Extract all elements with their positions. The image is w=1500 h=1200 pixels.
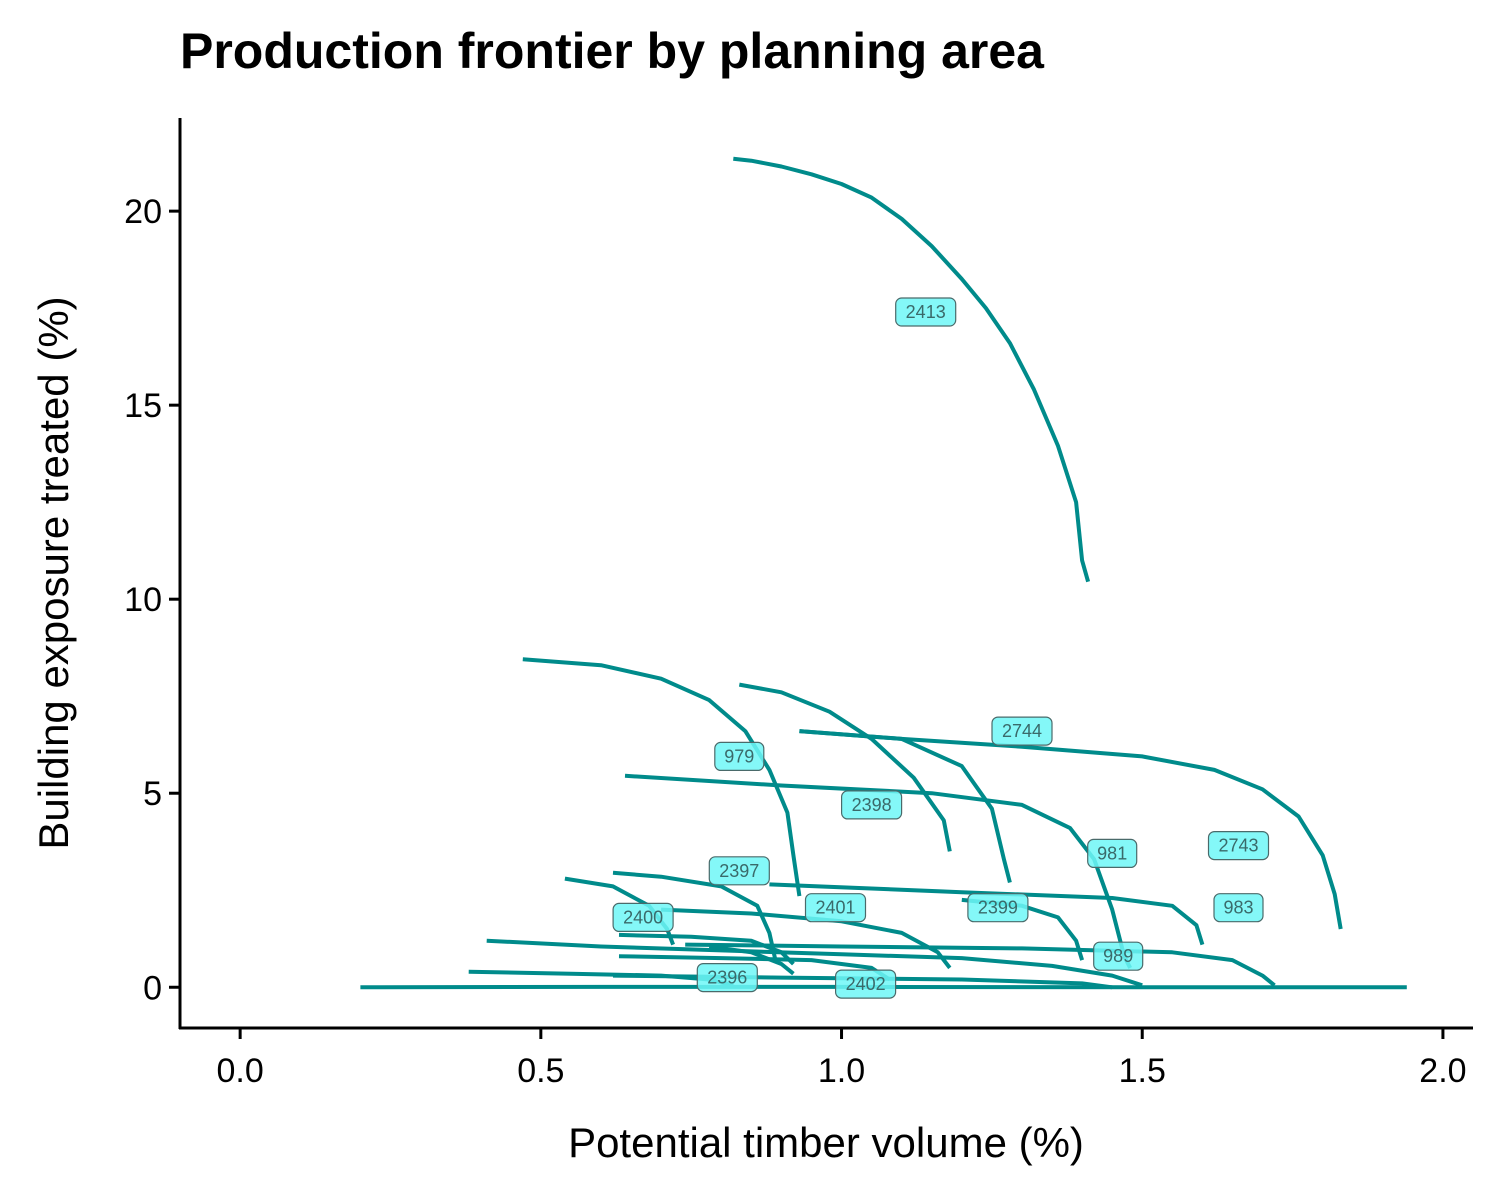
x-axis-title: Potential timber volume (%) [568, 1119, 1084, 1166]
curve-label-box [895, 297, 957, 327]
curve-label-text: 2401 [815, 898, 855, 918]
curve-label-0: 2413 [895, 297, 957, 327]
series-line-6 [769, 882, 1205, 946]
curve-label-9: 2401 [804, 893, 867, 923]
series-line-3 [799, 729, 1343, 930]
series-line-12 [486, 938, 1143, 988]
axes-layer [178, 118, 1473, 1030]
curve-label-box [967, 893, 1029, 923]
curve-label-text: 983 [1223, 898, 1253, 918]
series-line-4 [799, 729, 1012, 883]
curve-label-text: 2399 [978, 898, 1018, 918]
curve-label-text: 979 [724, 746, 754, 766]
series-line-1 [522, 657, 802, 897]
tick-layer: 0.0 0.5 1.0 1.5 2.0 0 5 10 15 20 [124, 193, 1466, 1090]
curve-label-8: 2400 [612, 902, 674, 933]
curve-label-1: 979 [714, 741, 765, 772]
curve-label-11: 983 [1213, 893, 1264, 923]
y-tick-label: 20 [124, 193, 162, 231]
curve-label-3: 2744 [991, 716, 1053, 746]
curve-label-5: 981 [1087, 838, 1138, 869]
curve-label-box [1093, 941, 1144, 971]
curve-label-10: 2399 [967, 893, 1029, 923]
curve-label-text: 981 [1097, 843, 1127, 863]
curve-label-box [840, 790, 903, 820]
curve-label-text: 989 [1103, 946, 1133, 966]
chart-title: Production frontier by planning area [180, 23, 1044, 79]
curve-label-box [1213, 893, 1264, 923]
curve-label-14: 2402 [834, 969, 897, 999]
curve-label-text: 2402 [846, 974, 886, 994]
x-tick-label: 1.0 [818, 1052, 865, 1090]
curve-label-text: 2397 [719, 861, 759, 881]
y-tick-label: 15 [124, 387, 162, 425]
series-line-2 [738, 682, 952, 852]
curve-label-text: 2743 [1218, 836, 1258, 856]
series-line-7 [612, 870, 778, 961]
series-line-0 [733, 156, 1091, 583]
y-tick-label: 10 [124, 581, 162, 619]
curve-label-box [1207, 830, 1270, 861]
curve-label-layer: 2413 979 2398 2744 981 2743 2397 2400 2401 2399 98… [612, 297, 1270, 999]
x-tick-label: 1.5 [1119, 1052, 1166, 1090]
curve-label-box [708, 856, 770, 886]
curve-label-box [804, 893, 867, 923]
x-tick-label: 2.0 [1419, 1052, 1466, 1090]
curve-label-13: 2396 [696, 962, 758, 993]
curve-label-box [696, 962, 758, 993]
curve-label-12: 989 [1093, 941, 1144, 971]
curve-label-box [612, 902, 674, 933]
y-axis-title: Building exposure treated (%) [30, 296, 77, 849]
x-tick-label: 0.0 [217, 1052, 264, 1090]
series-line-17 [618, 932, 795, 966]
curve-label-box [991, 716, 1053, 746]
y-tick-label: 0 [143, 969, 162, 1007]
series-line-9 [661, 907, 952, 970]
curve-label-text: 2396 [707, 968, 747, 988]
curve-label-6: 2743 [1207, 830, 1270, 861]
curve-layer [360, 156, 1407, 990]
series-line-11 [685, 942, 1276, 987]
curve-label-7: 2397 [708, 856, 770, 886]
series-line-16 [708, 944, 795, 976]
curve-label-text: 2744 [1002, 721, 1042, 741]
curve-label-box [1087, 838, 1138, 869]
curve-label-2: 2398 [840, 790, 903, 820]
y-tick-label: 5 [143, 775, 162, 813]
curve-label-text: 2400 [623, 907, 663, 927]
curve-label-box [714, 741, 765, 772]
curve-label-text: 2398 [852, 795, 892, 815]
series-line-5 [624, 773, 1132, 969]
curve-label-box [834, 969, 897, 999]
curve-label-text: 2413 [906, 302, 946, 322]
x-tick-label: 0.5 [517, 1052, 564, 1090]
